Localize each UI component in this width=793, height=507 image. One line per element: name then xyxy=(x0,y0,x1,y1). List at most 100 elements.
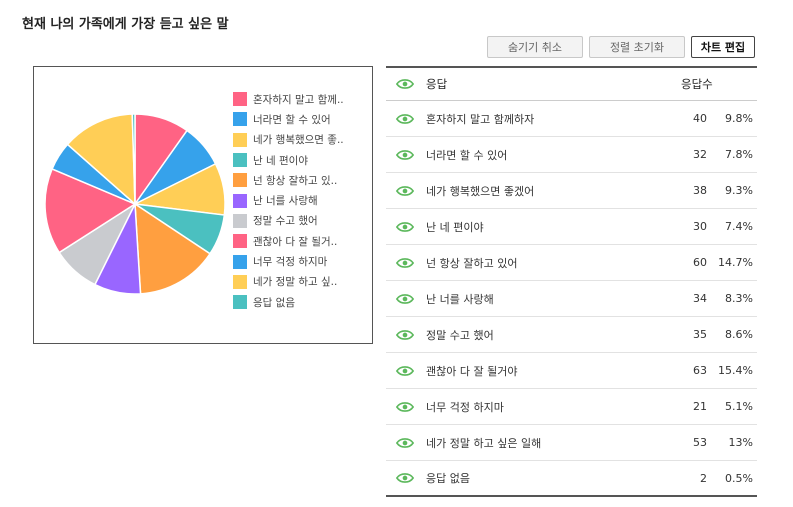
legend-label: 괜찮아 다 잘 될거.. xyxy=(253,235,338,248)
legend-label: 네가 정말 하고 싶.. xyxy=(253,276,338,289)
legend-item[interactable]: 넌 항상 잘하고 있.. xyxy=(233,170,344,190)
table-row: 혼자하지 말고 함께하자 40 9.8% xyxy=(386,101,757,137)
legend-item[interactable]: 난 네 편이야 xyxy=(233,150,344,170)
row-percent: 15.4% xyxy=(718,364,753,377)
legend-swatch xyxy=(233,213,247,228)
chart-edit-button[interactable]: 차트 편집 xyxy=(691,36,755,58)
row-visibility-toggle[interactable] xyxy=(386,221,424,233)
row-visibility-toggle[interactable] xyxy=(386,293,424,305)
eye-icon[interactable] xyxy=(396,113,414,125)
table-body: 혼자하지 말고 함께하자 40 9.8% 너라면 할 수 있어 32 7.8% 네가 행복했… xyxy=(386,101,757,497)
row-count: 60 xyxy=(693,256,707,269)
pie-slice[interactable] xyxy=(131,113,136,205)
row-percent: 0.5% xyxy=(725,471,753,485)
header-visibility[interactable] xyxy=(386,78,424,90)
row-answer: 네가 정말 하고 싶은 일해 xyxy=(426,436,542,450)
legend-item[interactable]: 혼자하지 말고 함께.. xyxy=(233,89,344,109)
legend-label: 응답 없음 xyxy=(253,296,295,309)
row-visibility-toggle[interactable] xyxy=(386,149,424,161)
row-visibility-toggle[interactable] xyxy=(386,437,424,449)
row-percent: 8.6% xyxy=(725,328,753,341)
row-visibility-toggle[interactable] xyxy=(386,472,424,484)
header-answer[interactable]: 응답 xyxy=(426,77,448,91)
legend-label: 너라면 할 수 있어 xyxy=(253,113,331,126)
legend-item[interactable]: 네가 정말 하고 싶.. xyxy=(233,272,344,292)
row-percent: 7.8% xyxy=(725,148,753,161)
eye-icon[interactable] xyxy=(396,293,414,305)
eye-icon[interactable] xyxy=(396,472,414,484)
legend-swatch xyxy=(233,193,247,208)
hide-cancel-button[interactable]: 숨기기 취소 xyxy=(487,36,583,58)
legend-item[interactable]: 괜찮아 다 잘 될거.. xyxy=(233,231,344,251)
legend-label: 정말 수고 했어 xyxy=(253,215,318,228)
row-visibility-toggle[interactable] xyxy=(386,113,424,125)
legend-label: 혼자하지 말고 함께.. xyxy=(253,93,344,106)
row-count: 63 xyxy=(693,364,707,377)
legend-swatch xyxy=(233,92,247,107)
legend-label: 넌 항상 잘하고 있.. xyxy=(253,174,338,187)
row-count: 40 xyxy=(693,112,707,125)
row-percent: 9.8% xyxy=(725,112,753,125)
eye-icon[interactable] xyxy=(396,365,414,377)
legend-swatch xyxy=(233,234,247,249)
row-percent: 14.7% xyxy=(718,256,753,269)
sort-reset-button[interactable]: 정렬 초기화 xyxy=(589,36,685,58)
table-row: 응답 없음 2 0.5% xyxy=(386,461,757,497)
eye-icon[interactable] xyxy=(396,149,414,161)
eye-icon[interactable] xyxy=(396,329,414,341)
pie-slice[interactable] xyxy=(44,167,137,254)
page-title: 현재 나의 가족에게 가장 듣고 싶은 말 xyxy=(22,17,229,32)
legend-item[interactable]: 네가 행복했으면 좋.. xyxy=(233,130,344,150)
legend-swatch xyxy=(233,153,247,168)
row-answer: 난 네 편이야 xyxy=(426,220,484,234)
pie-slice[interactable] xyxy=(66,113,136,206)
table-row: 넌 항상 잘하고 있어 60 14.7% xyxy=(386,245,757,281)
eye-icon[interactable] xyxy=(396,78,414,90)
row-count: 34 xyxy=(693,292,707,305)
eye-icon[interactable] xyxy=(396,401,414,413)
eye-icon[interactable] xyxy=(396,221,414,233)
legend-label: 너무 걱정 하지마 xyxy=(253,256,328,269)
row-visibility-toggle[interactable] xyxy=(386,257,424,269)
row-answer: 너라면 할 수 있어 xyxy=(426,148,508,162)
row-count: 53 xyxy=(693,436,707,449)
legend-swatch xyxy=(233,254,247,269)
row-answer: 넌 항상 잘하고 있어 xyxy=(426,256,518,270)
row-count: 38 xyxy=(693,184,707,197)
row-percent: 8.3% xyxy=(725,292,753,305)
table-header: 응답 응답수 xyxy=(386,66,757,101)
table-row: 네가 정말 하고 싶은 일해 53 13% xyxy=(386,425,757,461)
legend-item[interactable]: 난 너를 사랑해 xyxy=(233,190,344,210)
table-row: 너무 걱정 하지마 21 5.1% xyxy=(386,389,757,425)
row-answer: 혼자하지 말고 함께하자 xyxy=(426,112,535,126)
header-count[interactable]: 응답수 xyxy=(681,77,713,91)
legend-item[interactable]: 너라면 할 수 있어 xyxy=(233,109,344,129)
table-row: 괜찮아 다 잘 될거야 63 15.4% xyxy=(386,353,757,389)
row-visibility-toggle[interactable] xyxy=(386,365,424,377)
table-row: 난 네 편이야 30 7.4% xyxy=(386,209,757,245)
eye-icon[interactable] xyxy=(396,257,414,269)
legend-swatch xyxy=(233,274,247,289)
eye-icon[interactable] xyxy=(396,185,414,197)
legend-swatch xyxy=(233,173,247,188)
row-answer: 정말 수고 했어 xyxy=(426,328,494,342)
row-count: 30 xyxy=(693,220,707,233)
legend-swatch xyxy=(233,132,247,147)
row-visibility-toggle[interactable] xyxy=(386,401,424,413)
legend-label: 난 너를 사랑해 xyxy=(253,195,318,208)
row-visibility-toggle[interactable] xyxy=(386,329,424,341)
row-count: 32 xyxy=(693,148,707,161)
eye-icon[interactable] xyxy=(396,437,414,449)
row-answer: 너무 걱정 하지마 xyxy=(426,400,504,414)
row-percent: 5.1% xyxy=(725,400,753,413)
legend-item[interactable]: 정말 수고 했어 xyxy=(233,211,344,231)
pie-slice[interactable] xyxy=(134,202,212,295)
row-count: 21 xyxy=(693,400,707,413)
legend-item[interactable]: 너무 걱정 하지마 xyxy=(233,251,344,271)
table-row: 난 너를 사랑해 34 8.3% xyxy=(386,281,757,317)
legend-item[interactable]: 응답 없음 xyxy=(233,292,344,312)
row-answer: 난 너를 사랑해 xyxy=(426,292,494,306)
row-visibility-toggle[interactable] xyxy=(386,185,424,197)
